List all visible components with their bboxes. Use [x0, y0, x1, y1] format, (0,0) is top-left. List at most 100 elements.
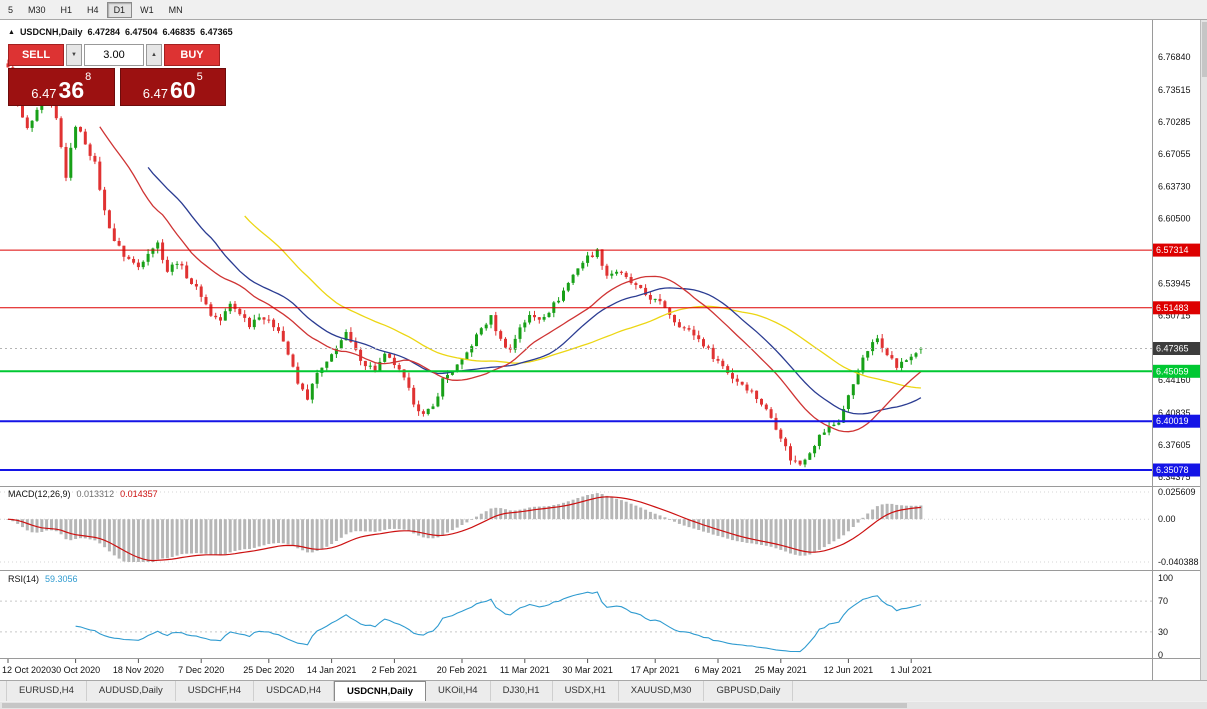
- arrow-up-icon: ▲: [151, 52, 157, 58]
- chart-tab-usdx[interactable]: USDX,H1: [553, 681, 619, 701]
- date-axis-label: 12 Jun 2021: [824, 665, 874, 675]
- chart-tabs-bar: EURUSD,H4 AUDUSD,Daily USDCHF,H4 USDCAD,H4 U…: [0, 680, 1207, 701]
- chart-tab-usdchf[interactable]: USDCHF,H4: [176, 681, 255, 701]
- price-axis-label: 6.50715: [1158, 310, 1191, 320]
- svg-text:6.47365: 6.47365: [1156, 344, 1189, 354]
- vertical-scrollbar-thumb[interactable]: [1202, 22, 1207, 77]
- macd-signal-value: 0.014357: [120, 489, 158, 499]
- date-axis-label: 25 Dec 2020: [243, 665, 294, 675]
- macd-main-value: 0.013312: [76, 489, 115, 499]
- price-axis-label: 6.40835: [1158, 408, 1191, 418]
- timeframe-toolbar: 5 M30 H1 H4 D1 W1 MN: [0, 0, 1207, 20]
- sell-price-pip-digit: 8: [85, 71, 92, 83]
- price-axis-label: 6.63730: [1158, 182, 1191, 192]
- svg-text:6.35078: 6.35078: [1156, 465, 1189, 475]
- date-axis-label: 1 Jul 2021: [890, 665, 932, 675]
- sell-price-display[interactable]: 6.47 36 8: [8, 68, 115, 106]
- chart-tab-xauusd[interactable]: XAUUSD,M30: [619, 681, 705, 701]
- chart-tab-usdcnh[interactable]: USDCNH,Daily: [334, 681, 426, 701]
- timeframe-button-m30[interactable]: M30: [28, 4, 46, 15]
- chart-symbol-label: USDCNH,Daily: [19, 27, 83, 37]
- volume-input[interactable]: [84, 44, 144, 66]
- price-axis-label: -0.040388: [1158, 557, 1199, 567]
- price-axis-label: 30: [1158, 627, 1168, 637]
- vertical-scrollbar[interactable]: [1200, 20, 1207, 680]
- price-axis-label: 6.37605: [1158, 440, 1191, 450]
- price-axis-label: 6.67055: [1158, 149, 1191, 159]
- date-axis-label: 25 May 2021: [755, 665, 807, 675]
- price-axis-label: 0.025609: [1158, 487, 1196, 497]
- ohlc-close: 6.47365: [200, 27, 233, 37]
- price-axis-label: 6.70285: [1158, 117, 1191, 127]
- price-axis-label: 100: [1158, 573, 1173, 583]
- price-axis-label: 70: [1158, 596, 1168, 606]
- chart-tab-ukoil[interactable]: UKOil,H4: [426, 681, 491, 701]
- timeframe-button-w1[interactable]: W1: [140, 4, 154, 15]
- ohlc-open: 6.47284: [87, 27, 120, 37]
- price-level-tag: 6.51483: [1153, 301, 1200, 315]
- price-level-tag: 6.35078: [1153, 463, 1200, 477]
- price-level-tag: 6.45059: [1153, 364, 1200, 378]
- buy-button[interactable]: BUY: [164, 44, 220, 66]
- date-axis-label: 7 Dec 2020: [178, 665, 224, 675]
- chart-canvas[interactable]: 6.76840 6.73515 6.70285 6.67055 6.63730 6.605…: [0, 20, 1207, 680]
- ma-line-20: [99, 126, 922, 433]
- rsi-line: [75, 591, 922, 653]
- sell-button[interactable]: SELL: [8, 44, 64, 66]
- date-axis-label: 18 Nov 2020: [113, 665, 164, 675]
- ma-line-50: [244, 215, 921, 389]
- date-axis-label: 30 Mar 2021: [562, 665, 613, 675]
- svg-text:6.51483: 6.51483: [1156, 303, 1189, 313]
- price-axis-label: 6.53945: [1158, 278, 1191, 288]
- macd-name: MACD(12,26,9): [8, 489, 71, 499]
- chart-tab-gbpusd[interactable]: GBPUSD,Daily: [704, 681, 794, 701]
- timeframe-button-h1[interactable]: H1: [60, 4, 73, 15]
- volume-decrease-button[interactable]: ▼: [66, 44, 82, 66]
- price-axis-label: 6.73515: [1158, 85, 1191, 95]
- price-axis-label: 6.44160: [1158, 375, 1191, 385]
- chart-tab-usdcad[interactable]: USDCAD,H4: [254, 681, 334, 701]
- date-axis-label: 6 May 2021: [694, 665, 741, 675]
- buy-price-pip-digit: 5: [196, 71, 203, 83]
- price-axis-label: 0: [1158, 650, 1163, 660]
- one-click-trading-panel: SELL ▼ ▲ BUY 6.47 36 8 6.47 60 5: [8, 44, 226, 106]
- chart-symbol-icon: ▲: [8, 28, 15, 36]
- svg-text:6.45059: 6.45059: [1156, 366, 1189, 376]
- buy-price-display[interactable]: 6.47 60 5: [119, 68, 226, 106]
- timeframe-button-mn[interactable]: MN: [168, 4, 183, 15]
- volume-increase-button[interactable]: ▲: [146, 44, 162, 66]
- buy-price-big-digits: 60: [170, 77, 196, 104]
- price-level-tag: 6.40019: [1153, 414, 1200, 428]
- sell-price-big-digits: 36: [58, 77, 85, 104]
- horizontal-scrollbar-thumb[interactable]: [2, 703, 907, 708]
- macd-pane: [0, 491, 1152, 563]
- chart-tab-audusd[interactable]: AUDUSD,Daily: [87, 681, 176, 701]
- svg-text:6.57314: 6.57314: [1156, 245, 1189, 255]
- date-axis-label: 11 Mar 2021: [500, 665, 550, 675]
- timeframe-button-5[interactable]: 5: [8, 4, 14, 15]
- current-price-tag: 6.47365: [1153, 342, 1200, 355]
- price-level-tag: 6.57314: [1153, 243, 1200, 257]
- horizontal-scrollbar[interactable]: [0, 702, 1207, 709]
- ohlc-high: 6.47504: [125, 27, 158, 37]
- date-axis-label: 14 Jan 2021: [307, 665, 357, 675]
- rsi-value: 59.3056: [45, 574, 78, 584]
- date-axis-label: 2 Feb 2021: [372, 665, 418, 675]
- date-axis-label: 17 Apr 2021: [631, 665, 680, 675]
- timeframe-button-d1[interactable]: D1: [106, 1, 133, 18]
- price-axis-label: 6.60500: [1158, 214, 1191, 224]
- rsi-name: RSI(14): [8, 574, 40, 584]
- rsi-pane: [0, 591, 1152, 653]
- date-axis-label: 12 Oct 2020: [2, 665, 51, 675]
- date-axis-label: 20 Feb 2021: [437, 665, 488, 675]
- ma-line-30: [147, 166, 922, 415]
- chart-tab-dj30[interactable]: DJ30,H1: [491, 681, 553, 701]
- chart-symbol-header: ▲ USDCNH,Daily 6.47284 6.47504 6.46835 6…: [8, 27, 233, 37]
- arrow-down-icon: ▼: [71, 52, 77, 58]
- rsi-indicator-label: RSI(14) 59.3056: [8, 574, 78, 584]
- price-axis-label: 6.34375: [1158, 472, 1191, 482]
- timeframe-button-h4[interactable]: H4: [87, 4, 99, 15]
- macd-histogram: [6, 493, 923, 562]
- svg-text:6.40019: 6.40019: [1156, 416, 1189, 426]
- chart-tab-eurusd[interactable]: EURUSD,H4: [6, 681, 87, 701]
